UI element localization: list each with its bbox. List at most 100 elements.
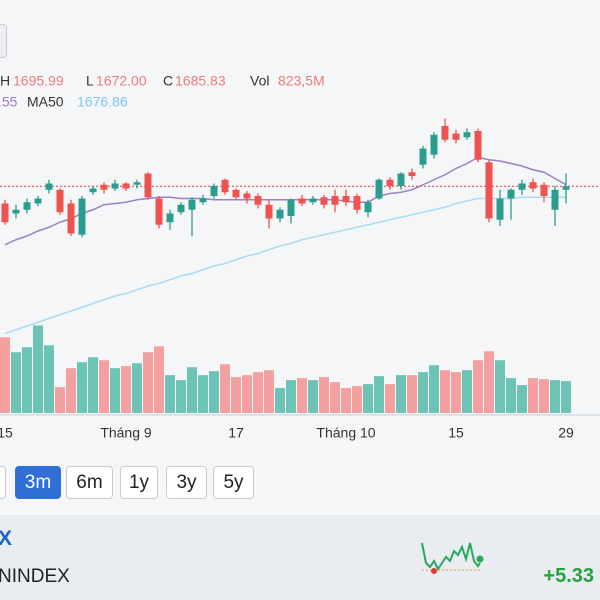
volume-bar [209,371,219,413]
candle-body [496,198,504,220]
candle-body [452,133,460,140]
candle-body [67,203,75,234]
volume-bar [11,352,21,413]
volume-bar [385,384,395,413]
candle-body [243,193,251,199]
volume-bar [198,375,208,413]
volume-bar [396,375,406,413]
volume-bar [242,375,252,413]
volume-bar [550,380,560,413]
volume-bar [319,377,329,413]
volume-bar [132,363,142,413]
candle-body [45,183,53,190]
index-name: NINDEX [0,566,70,587]
ma20-line [4,156,567,246]
volume-bar [352,386,362,413]
candle-body [166,213,174,223]
x-tick-label: 29 [558,425,574,441]
volume-bar [187,367,197,413]
volume-bar [176,380,186,413]
candle-body [364,202,372,213]
ohlc-text: C [163,73,173,89]
volume-bar [418,372,428,413]
volume-bar [528,378,538,413]
chart: 15 Tháng 9 17 Tháng 10 15 29 H 1695.99 L 1672.00 C… [0,73,600,441]
candle-body [23,202,31,210]
volume-bar [33,325,43,413]
ohlc-text: 1695.99 [13,73,64,89]
candle-body [89,188,97,193]
ohlc-text: Vol [250,73,269,89]
candle-body [529,182,537,189]
ohlc-text: 823,5M [278,73,325,89]
volume-bar [22,347,32,413]
volume-bar [330,382,340,413]
volume-bar [484,351,494,413]
volume-bar [539,379,549,413]
candle-body [375,179,383,199]
volume-bar [264,370,274,413]
volume-bar [363,384,373,413]
range-button[interactable]: 3m [15,466,61,499]
candle-body [331,196,339,205]
volume-bar [407,375,417,413]
candle-body [265,204,273,219]
range-button[interactable]: 5y [213,466,254,499]
volume-bar [451,372,461,413]
candle-body [144,173,152,198]
volume-bar [462,370,472,413]
x-tick-label: Tháng 10 [316,425,375,441]
volume-bar [517,385,527,413]
ma-text: .55 [0,94,18,110]
volume-bar [0,337,10,413]
candle-body [155,198,163,225]
candle-body [111,183,119,189]
candle-body [463,132,471,138]
volume-bar [165,375,175,413]
volume-bar [429,365,439,413]
volume-bar [55,387,65,413]
candle-body [199,198,207,203]
candle-body [1,203,9,223]
volume-bar [308,380,318,413]
candle-body [507,189,515,199]
candle-body [56,189,64,213]
range-button[interactable]: 3y [166,466,207,499]
candle-body [100,184,108,190]
volume-bar [66,368,76,413]
candle-body [298,198,306,204]
x-tick-label: 15 [0,425,13,441]
volume-bar [374,376,384,413]
candle-body [386,179,394,186]
volume-bar [275,388,285,413]
volume-bar [77,362,87,413]
candle-body [78,198,86,235]
candle-body [397,173,405,186]
x-tick-label: 17 [228,425,244,441]
ticker: X [0,527,13,550]
range-button[interactable] [0,466,6,499]
candle-body [408,172,416,176]
ohlc-text: 1685.83 [175,73,226,89]
candle-body [210,186,218,196]
change: +5.33 [543,565,594,587]
index-panel: X NINDEX +5.33 [0,515,600,600]
volume-bar [495,360,505,413]
ma50-line [4,196,566,335]
x-tick-label: 15 [448,425,464,441]
range-button[interactable]: 6m [66,466,113,499]
sparkline [421,542,484,574]
menu-button[interactable] [0,24,7,58]
volume-bar [231,377,241,413]
volume-bar [143,352,153,413]
volume-bar [506,378,516,413]
candle-body [551,189,559,210]
ohlc-text: L [86,73,94,89]
range-button[interactable]: 1y [120,466,158,499]
candle-body [353,196,361,210]
ma-text: MA50 [27,94,64,110]
candle-body [562,186,570,190]
volume-bar [341,388,351,413]
candle-body [430,134,438,155]
ohlc-text: 1672.00 [96,73,147,89]
